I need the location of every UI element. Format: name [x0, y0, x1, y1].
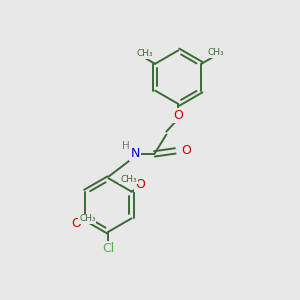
- Text: O: O: [173, 109, 183, 122]
- Text: CH₃: CH₃: [79, 214, 96, 224]
- Text: O: O: [182, 144, 191, 158]
- Text: CH₃: CH₃: [120, 175, 137, 184]
- Text: CH₃: CH₃: [137, 50, 154, 58]
- Text: CH₃: CH₃: [207, 48, 224, 57]
- Text: H: H: [122, 141, 130, 152]
- Text: N: N: [130, 147, 140, 161]
- Text: Cl: Cl: [102, 242, 115, 255]
- Text: O: O: [135, 178, 145, 191]
- Text: O: O: [71, 217, 81, 230]
